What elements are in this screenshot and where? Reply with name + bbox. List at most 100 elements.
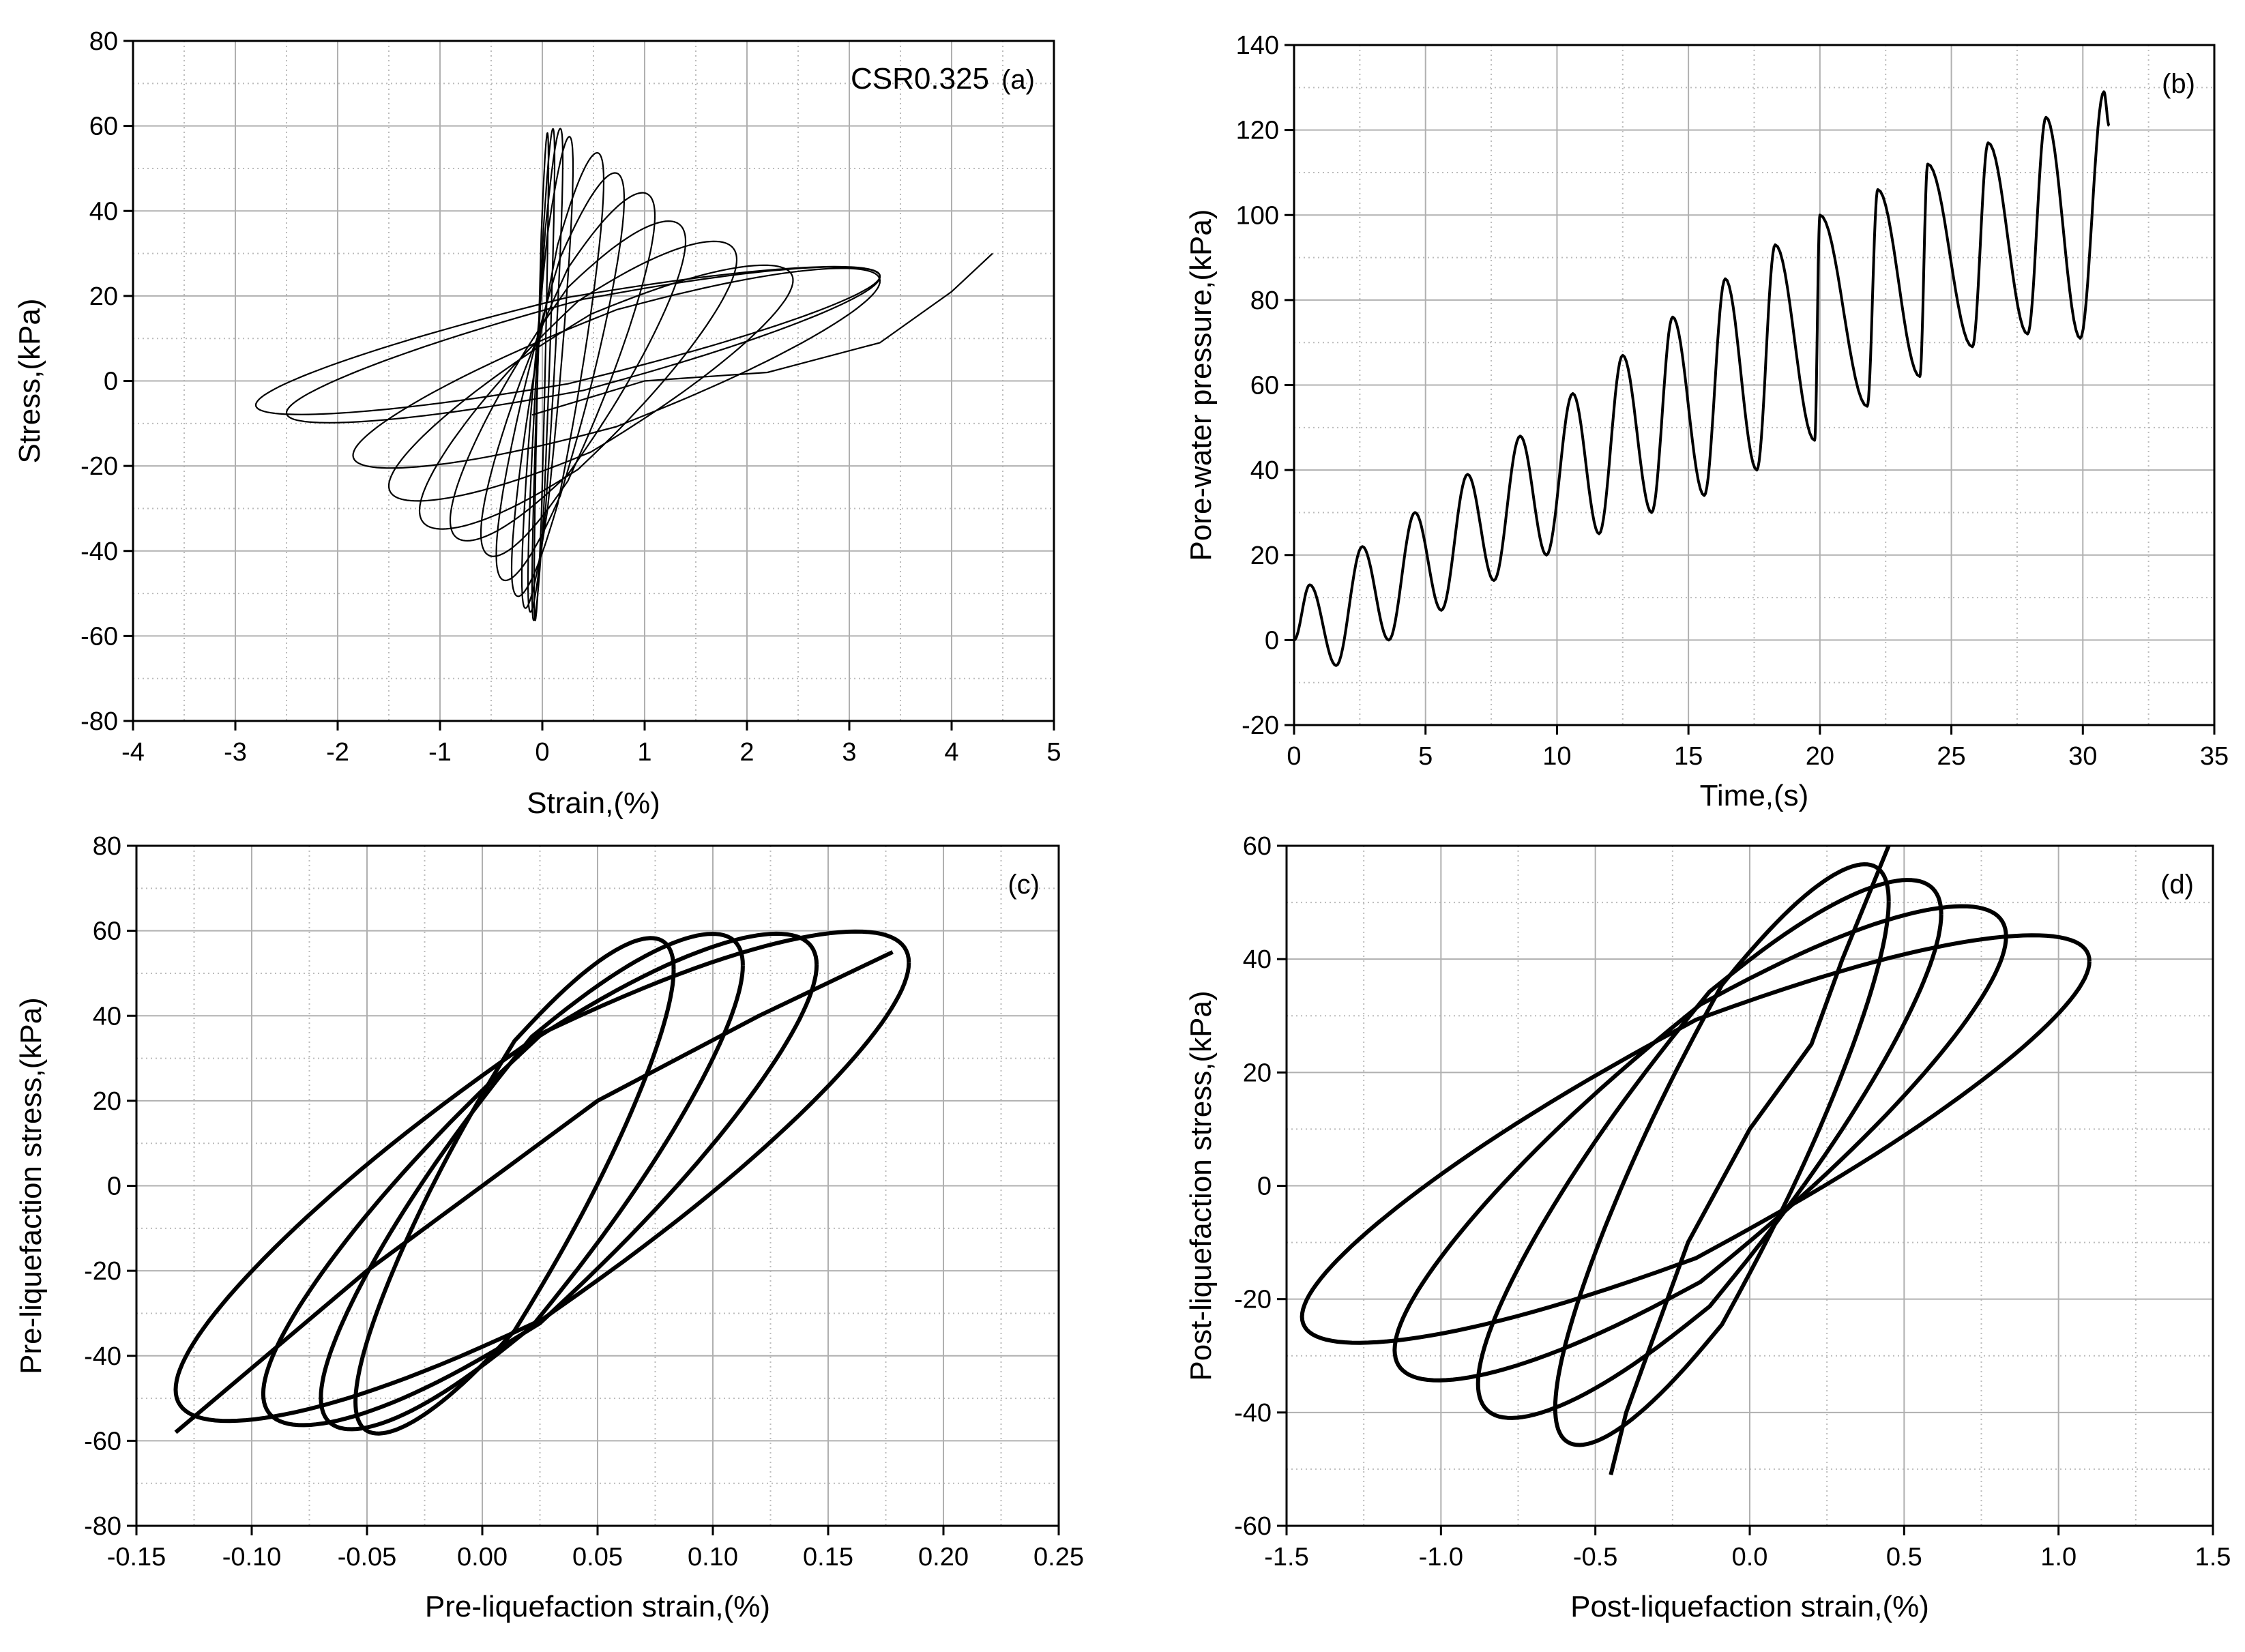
- x-tick-label: -0.15: [107, 1543, 166, 1572]
- x-tick-label: 4: [944, 738, 958, 767]
- y-tick-label: 80: [93, 832, 121, 861]
- y-tick-label: -40: [84, 1342, 121, 1371]
- y-tick-label: 60: [93, 917, 121, 946]
- x-tick-label: 20: [1806, 742, 1834, 771]
- y-tick-label: 40: [1243, 945, 1272, 974]
- y-tick-label: -80: [80, 707, 118, 736]
- x-tick-label: 3: [842, 738, 856, 767]
- hysteresis-loop-11: [352, 267, 881, 469]
- x-tick-label: 0: [1287, 742, 1301, 771]
- hysteresis-loop-12: [285, 266, 881, 424]
- x-tick-label: 1: [637, 738, 651, 767]
- hysteresis-loop-6: [495, 172, 626, 582]
- y-axis-title: Pore-water pressure,(kPa): [1184, 209, 1218, 561]
- y-tick-label: 0: [1265, 626, 1279, 655]
- hysteresis-loop-3: [1392, 904, 2008, 1383]
- y-tick-label: 60: [1250, 372, 1279, 400]
- hysteresis-loop-4: [1300, 933, 2092, 1345]
- y-tick-label: 60: [89, 113, 118, 141]
- final-branch-line: [174, 950, 894, 1434]
- y-axis-title: Post-liquefaction stress,(kPa): [1184, 990, 1218, 1381]
- y-tick-label: 40: [93, 1002, 121, 1031]
- ticks: -0.15 -0.10 -0.05 0.00 0.05 0.10 0.15 0.20 0.25 -…: [84, 832, 1084, 1572]
- x-tick-label: 2: [739, 738, 754, 767]
- y-tick-label: 140: [1236, 31, 1279, 60]
- y-axis-title: Pre-liquefaction stress,(kPa): [14, 997, 48, 1374]
- x-tick-label: -4: [121, 738, 145, 767]
- x-tick-label: 0.0: [1732, 1543, 1768, 1572]
- x-tick-label: 10: [1542, 742, 1571, 771]
- panel-b-pore-pressure-time: 0 5 10 15 20 25 30 35 -20 0 20 40 60 80 100 120 140 Time,…: [1184, 31, 2229, 812]
- y-tick-label: 20: [1250, 542, 1279, 570]
- y-tick-label: -20: [1242, 711, 1279, 740]
- panel-label: (b): [2162, 69, 2195, 99]
- csr-annotation: CSR0.325: [851, 62, 989, 95]
- final-branch-line: [531, 252, 993, 416]
- x-tick-label: -0.10: [222, 1543, 282, 1572]
- x-tick-label: 0: [535, 738, 549, 767]
- hysteresis-loop-4: [173, 929, 911, 1424]
- hysteresis-loop-3: [527, 128, 564, 613]
- x-tick-label: -2: [326, 738, 349, 767]
- panel-a-stress-strain: -4 -3 -2 -1 0 1 2 3 4 5 -80 -60 -40 -20 0 20 40 60 80 Strai…: [13, 27, 1061, 820]
- y-tick-label: 0: [1257, 1172, 1272, 1201]
- grid: [1293, 44, 2215, 726]
- x-tick-label: 0.10: [688, 1543, 738, 1572]
- grid: [132, 40, 1055, 722]
- panel-label: (d): [2160, 870, 2194, 900]
- x-tick-label: -1.0: [1419, 1543, 1463, 1572]
- hysteresis-loop-4: [520, 136, 574, 609]
- ticks: -4 -3 -2 -1 0 1 2 3 4 5 -80 -60 -40 -20 0 20 40 60 80: [80, 27, 1061, 767]
- y-tick-label: 0: [107, 1172, 121, 1201]
- x-tick-label: -0.05: [338, 1543, 397, 1572]
- y-tick-label: -40: [80, 537, 118, 566]
- y-axis-title: Stress,(kPa): [13, 298, 46, 463]
- y-tick-label: -40: [1234, 1399, 1272, 1428]
- y-tick-label: -80: [84, 1512, 121, 1541]
- x-tick-label: -0.5: [1573, 1543, 1617, 1572]
- y-tick-label: 100: [1236, 201, 1279, 230]
- y-tick-label: -60: [1234, 1512, 1272, 1541]
- hysteresis-loop-1: [1553, 862, 1891, 1447]
- data-series: [1293, 90, 2111, 667]
- y-tick-label: 40: [89, 197, 118, 226]
- x-tick-label: 0.00: [457, 1543, 508, 1572]
- hysteresis-loop-13: [254, 265, 881, 415]
- ticks: 0 5 10 15 20 25 30 35 -20 0 20 40 60 80 100 120 140: [1236, 31, 2229, 771]
- x-tick-label: 0.25: [1033, 1543, 1084, 1572]
- y-tick-label: 120: [1236, 117, 1279, 145]
- data-series: [173, 929, 911, 1436]
- start-branch-line: [1609, 844, 1891, 1475]
- x-axis-title: Strain,(%): [527, 786, 660, 820]
- x-axis-title: Pre-liquefaction strain,(%): [425, 1590, 770, 1623]
- data-series: [1300, 844, 2092, 1475]
- hysteresis-loop-2: [531, 128, 556, 621]
- hysteresis-loop-7: [480, 192, 656, 557]
- hysteresis-loop-3: [261, 931, 819, 1428]
- x-tick-label: 35: [2200, 742, 2229, 771]
- y-tick-label: 20: [93, 1087, 121, 1116]
- x-tick-label: 0.20: [918, 1543, 969, 1572]
- x-tick-label: -1: [428, 738, 452, 767]
- panel-c-pre-liquefaction: -0.15 -0.10 -0.05 0.00 0.05 0.10 0.15 0.20 0.25 -…: [14, 832, 1084, 1623]
- y-tick-label: 60: [1243, 832, 1272, 861]
- hysteresis-loop-5: [510, 152, 605, 598]
- pore-pressure-line: [1293, 90, 2111, 667]
- panel-d-post-liquefaction: -1.5 -1.0 -0.5 0.0 0.5 1.0 1.5 -60 -40 -20 0 20 40 60…: [1184, 832, 2231, 1623]
- x-tick-label: 15: [1674, 742, 1703, 771]
- x-tick-label: 5: [1418, 742, 1433, 771]
- y-tick-label: -60: [80, 622, 118, 651]
- y-tick-label: 80: [1250, 286, 1279, 315]
- y-tick-label: -60: [84, 1427, 121, 1456]
- y-tick-label: -20: [84, 1257, 121, 1286]
- ticks: -1.5 -1.0 -0.5 0.0 0.5 1.0 1.5 -60 -40 -20 0 20 40 60: [1234, 832, 2231, 1572]
- hysteresis-loop-9: [418, 240, 738, 530]
- y-tick-label: 80: [89, 27, 118, 56]
- y-tick-label: 0: [104, 368, 118, 396]
- y-tick-label: 20: [1243, 1059, 1272, 1087]
- x-axis-title: Time,(s): [1700, 779, 1809, 812]
- hysteresis-loop-1: [533, 132, 550, 621]
- x-tick-label: 0.5: [1886, 1543, 1922, 1572]
- y-tick-label: -20: [80, 452, 118, 481]
